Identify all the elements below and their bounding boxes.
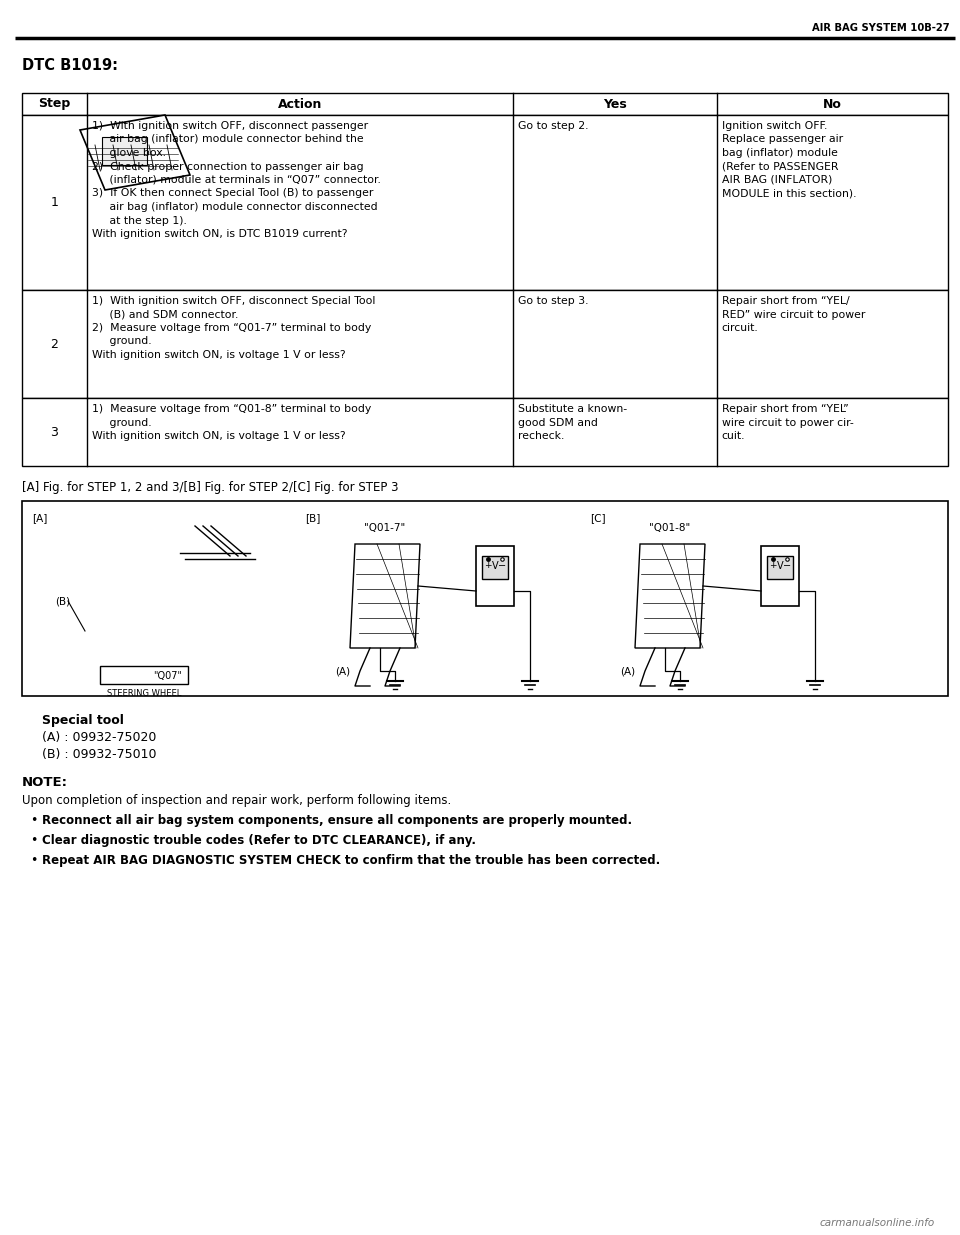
- Text: air bag (inflator) module connector behind the: air bag (inflator) module connector behi…: [92, 135, 364, 144]
- Text: STEERING WHEEL: STEERING WHEEL: [107, 688, 181, 698]
- Text: 3)  If OK then connect Special Tool (B) to passenger: 3) If OK then connect Special Tool (B) t…: [92, 189, 373, 199]
- Text: ground.: ground.: [92, 417, 152, 427]
- Text: NOTE:: NOTE:: [22, 776, 68, 789]
- Text: −: −: [783, 561, 791, 571]
- Text: carmanualsonline.info: carmanualsonline.info: [820, 1218, 935, 1228]
- Text: AIR BAG SYSTEM 10B-27: AIR BAG SYSTEM 10B-27: [812, 23, 950, 33]
- Text: Substitute a known-: Substitute a known-: [517, 404, 627, 414]
- Text: Upon completion of inspection and repair work, perform following items.: Upon completion of inspection and repair…: [22, 794, 451, 806]
- Text: recheck.: recheck.: [517, 431, 564, 441]
- Bar: [102, 137, 147, 165]
- Text: Repair short from “YEL/: Repair short from “YEL/: [722, 296, 850, 306]
- Text: Replace passenger air: Replace passenger air: [722, 135, 843, 144]
- Bar: [761, 546, 799, 606]
- Text: +: +: [769, 562, 777, 571]
- Text: Repair short from “YEL”: Repair short from “YEL”: [722, 404, 849, 414]
- Text: AIR BAG (INFLATOR): AIR BAG (INFLATOR): [722, 175, 832, 185]
- Text: "Q01-7": "Q01-7": [365, 522, 406, 534]
- Text: 2)  Check proper connection to passenger air bag: 2) Check proper connection to passenger …: [92, 162, 364, 172]
- Text: 2)  Measure voltage from “Q01-7” terminal to body: 2) Measure voltage from “Q01-7” terminal…: [92, 324, 372, 333]
- Text: Go to step 2.: Go to step 2.: [517, 121, 588, 131]
- Text: (B) : 09932-75010: (B) : 09932-75010: [42, 748, 156, 761]
- Polygon shape: [635, 543, 705, 648]
- Text: +: +: [484, 562, 492, 571]
- Text: (A) : 09932-75020: (A) : 09932-75020: [42, 731, 156, 743]
- Text: 1)  Measure voltage from “Q01-8” terminal to body: 1) Measure voltage from “Q01-8” terminal…: [92, 404, 372, 414]
- Text: V: V: [492, 561, 498, 571]
- Text: (B) and SDM connector.: (B) and SDM connector.: [92, 310, 238, 320]
- Bar: [22, 115, 948, 290]
- Text: •: •: [30, 814, 37, 827]
- Bar: [100, 666, 188, 684]
- Text: cuit.: cuit.: [722, 431, 745, 441]
- Text: Special tool: Special tool: [42, 714, 124, 727]
- Text: MODULE in this section).: MODULE in this section).: [722, 189, 856, 199]
- Text: Ignition switch OFF.: Ignition switch OFF.: [722, 121, 827, 131]
- Polygon shape: [350, 543, 420, 648]
- Bar: [476, 546, 514, 606]
- Text: bag (inflator) module: bag (inflator) module: [722, 148, 837, 158]
- Bar: [22, 93, 948, 115]
- Text: 1)  With ignition switch OFF, disconnect passenger: 1) With ignition switch OFF, disconnect …: [92, 121, 368, 131]
- Text: RED” wire circuit to power: RED” wire circuit to power: [722, 310, 865, 320]
- Text: Reconnect all air bag system components, ensure all components are properly moun: Reconnect all air bag system components,…: [42, 814, 632, 827]
- Text: Yes: Yes: [603, 98, 627, 110]
- Text: at the step 1).: at the step 1).: [92, 215, 186, 226]
- Text: With ignition switch ON, is voltage 1 V or less?: With ignition switch ON, is voltage 1 V …: [92, 431, 346, 441]
- Text: Step: Step: [38, 98, 70, 110]
- Text: −: −: [498, 561, 506, 571]
- Text: •: •: [30, 853, 37, 867]
- Text: V: V: [777, 561, 783, 571]
- Text: Go to step 3.: Go to step 3.: [517, 296, 588, 306]
- Text: Clear diagnostic trouble codes (Refer to DTC CLEARANCE), if any.: Clear diagnostic trouble codes (Refer to…: [42, 834, 476, 847]
- Text: 3: 3: [51, 426, 59, 438]
- Text: (B): (B): [55, 597, 70, 606]
- Text: [A] Fig. for STEP 1, 2 and 3/[B] Fig. for STEP 2/[C] Fig. for STEP 3: [A] Fig. for STEP 1, 2 and 3/[B] Fig. fo…: [22, 480, 398, 494]
- Text: (A): (A): [620, 666, 636, 676]
- Text: good SDM and: good SDM and: [517, 417, 598, 427]
- Bar: [22, 290, 948, 398]
- Text: Repeat AIR BAG DIAGNOSTIC SYSTEM CHECK to confirm that the trouble has been corr: Repeat AIR BAG DIAGNOSTIC SYSTEM CHECK t…: [42, 853, 660, 867]
- Text: 1)  With ignition switch OFF, disconnect Special Tool: 1) With ignition switch OFF, disconnect …: [92, 296, 375, 306]
- Text: air bag (inflator) module connector disconnected: air bag (inflator) module connector disc…: [92, 203, 377, 212]
- Text: With ignition switch ON, is voltage 1 V or less?: With ignition switch ON, is voltage 1 V …: [92, 350, 346, 359]
- Text: [A]: [A]: [32, 513, 47, 522]
- Text: (Refer to PASSENGER: (Refer to PASSENGER: [722, 162, 838, 172]
- Bar: [22, 501, 948, 697]
- Text: circuit.: circuit.: [722, 324, 758, 333]
- Text: "Q01-8": "Q01-8": [649, 522, 690, 534]
- Text: (inflator) module at terminals in “Q07” connector.: (inflator) module at terminals in “Q07” …: [92, 175, 381, 185]
- Text: wire circuit to power cir-: wire circuit to power cir-: [722, 417, 853, 427]
- Text: With ignition switch ON, is DTC B1019 current?: With ignition switch ON, is DTC B1019 cu…: [92, 228, 348, 240]
- Text: Action: Action: [277, 98, 322, 110]
- Bar: [22, 398, 948, 466]
- Text: 2: 2: [51, 337, 59, 351]
- Text: [C]: [C]: [590, 513, 606, 522]
- Bar: [482, 557, 508, 579]
- Text: [B]: [B]: [305, 513, 321, 522]
- Text: •: •: [30, 834, 37, 847]
- Text: DTC B1019:: DTC B1019:: [22, 58, 118, 73]
- Text: "Q07": "Q07": [154, 671, 182, 680]
- Polygon shape: [80, 115, 190, 190]
- Text: glove box.: glove box.: [92, 148, 166, 158]
- Text: (A): (A): [335, 666, 350, 676]
- Text: No: No: [823, 98, 842, 110]
- Text: 1: 1: [51, 196, 59, 209]
- Bar: [767, 557, 793, 579]
- Text: ground.: ground.: [92, 336, 152, 347]
